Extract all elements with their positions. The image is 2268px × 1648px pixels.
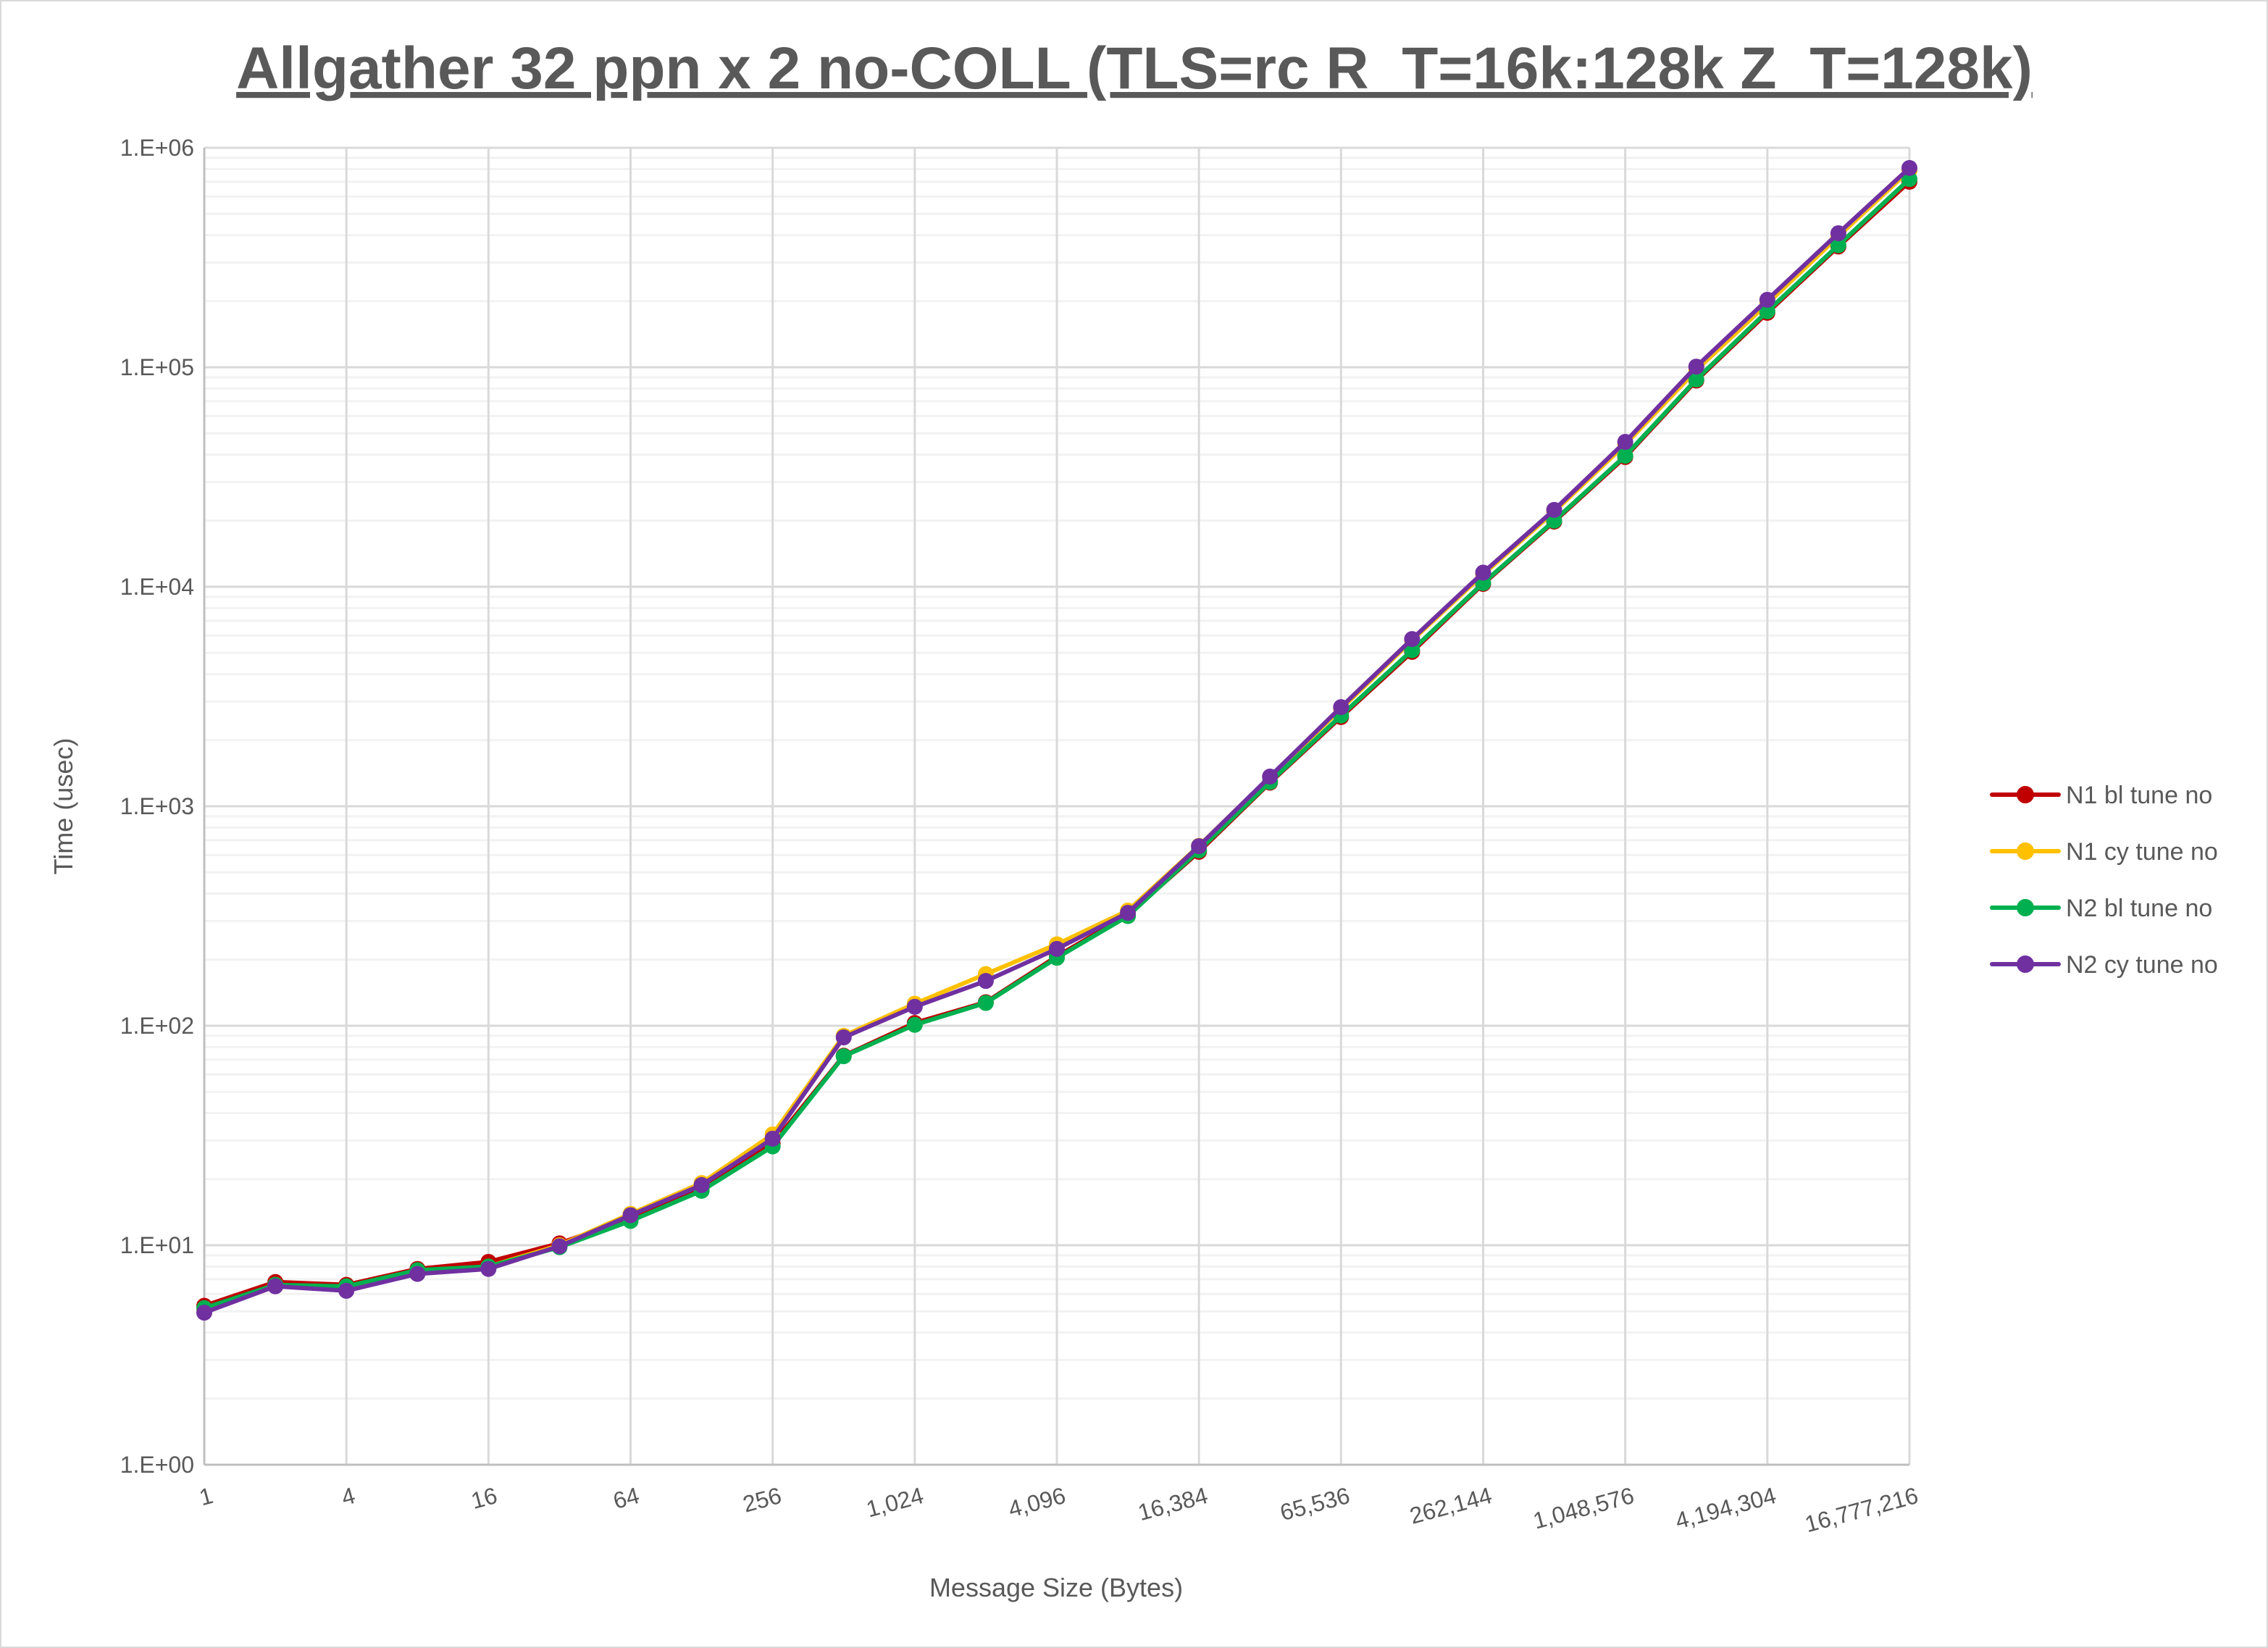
legend-dot-marker	[2017, 955, 2034, 973]
data-point	[835, 1029, 852, 1046]
data-point	[764, 1130, 781, 1147]
data-point	[1688, 359, 1704, 375]
data-point	[693, 1176, 710, 1193]
data-point	[1546, 501, 1562, 518]
x-axis-title: Message Size (Bytes)	[929, 1573, 1183, 1602]
series-n2-cy-tune-no	[196, 159, 1917, 1321]
y-tick-label: 1.E+03	[120, 793, 194, 819]
data-point	[977, 995, 994, 1011]
data-point	[409, 1266, 426, 1282]
data-point	[1191, 838, 1208, 855]
data-point	[1262, 769, 1279, 785]
data-point	[1901, 171, 1917, 188]
data-point	[1475, 564, 1491, 581]
y-tick-label: 1.E+00	[120, 1452, 194, 1478]
data-point	[1404, 631, 1420, 648]
data-point	[1759, 303, 1775, 319]
x-tick-label: 64	[611, 1482, 643, 1514]
legend-item: N1 bl tune no	[1990, 782, 2212, 809]
data-point	[1617, 434, 1633, 451]
data-point	[906, 1016, 923, 1033]
data-point	[1049, 940, 1065, 957]
x-tick-label: 1,048,576	[1531, 1482, 1637, 1534]
data-point	[977, 973, 994, 990]
x-axis-ticks: 1 4 16 64 256 1,024 4,096 16,384 65,536 262,144 1,…	[196, 1482, 1921, 1537]
x-tick-label: 256	[740, 1482, 784, 1518]
legend-dot-marker	[2017, 842, 2034, 860]
legend-item: N2 bl tune no	[1990, 895, 2212, 922]
data-point	[196, 1305, 212, 1321]
x-tick-label: 4	[338, 1482, 358, 1510]
legend-label: N1 bl tune no	[2066, 782, 2212, 809]
x-tick-label: 16	[468, 1482, 500, 1514]
data-point	[622, 1207, 639, 1224]
data-point	[1404, 642, 1420, 658]
y-tick-label: 1.E+01	[120, 1232, 194, 1258]
x-tick-label: 16,384	[1135, 1482, 1210, 1526]
data-point	[835, 1048, 852, 1065]
x-tick-label: 4,194,304	[1673, 1482, 1779, 1534]
y-axis-ticks: 1.E+00 1.E+01 1.E+02 1.E+03 1.E+04 1.E+05 1.E+…	[120, 135, 194, 1478]
data-point	[267, 1278, 284, 1294]
y-tick-label: 1.E+05	[120, 354, 194, 380]
legend-dot-marker	[2017, 899, 2034, 916]
y-tick-label: 1.E+06	[120, 135, 194, 161]
data-point	[1333, 699, 1349, 716]
chart-title: Allgather 32 ppn x 2 no-COLL (TLS=rc R_T…	[236, 35, 2033, 101]
y-axis-title: Time (usec)	[49, 738, 78, 875]
y-tick-label: 1.E+04	[120, 574, 194, 600]
legend-label: N1 cy tune no	[2066, 838, 2218, 866]
data-point	[1688, 371, 1704, 388]
legend-label: N2 cy tune no	[2066, 951, 2218, 979]
legend: N1 bl tune no N1 cy tune no N2 bl tune no N…	[1990, 782, 2218, 979]
data-point	[551, 1238, 568, 1255]
x-tick-label: 262,144	[1407, 1482, 1494, 1529]
data-point	[1901, 159, 1917, 176]
legend-label: N2 bl tune no	[2066, 895, 2212, 922]
x-tick-label: 65,536	[1277, 1482, 1352, 1526]
legend-item: N2 cy tune no	[1990, 951, 2218, 979]
y-tick-label: 1.E+02	[120, 1013, 194, 1039]
x-tick-label: 4,096	[1005, 1482, 1068, 1522]
legend-dot-marker	[2017, 786, 2034, 803]
data-point	[1617, 448, 1633, 464]
legend-item: N1 cy tune no	[1990, 838, 2218, 866]
gridlines	[203, 146, 1911, 1466]
data-point	[480, 1260, 497, 1277]
data-point	[1830, 225, 1846, 241]
x-tick-label: 1	[196, 1482, 216, 1510]
x-tick-label: 16,777,216	[1802, 1482, 1921, 1537]
data-point	[1830, 237, 1846, 254]
data-point	[1120, 905, 1137, 921]
series-group	[196, 159, 1917, 1321]
data-point	[1759, 291, 1775, 308]
data-point	[338, 1282, 355, 1299]
data-point	[906, 998, 923, 1015]
x-tick-label: 1,024	[863, 1482, 926, 1522]
